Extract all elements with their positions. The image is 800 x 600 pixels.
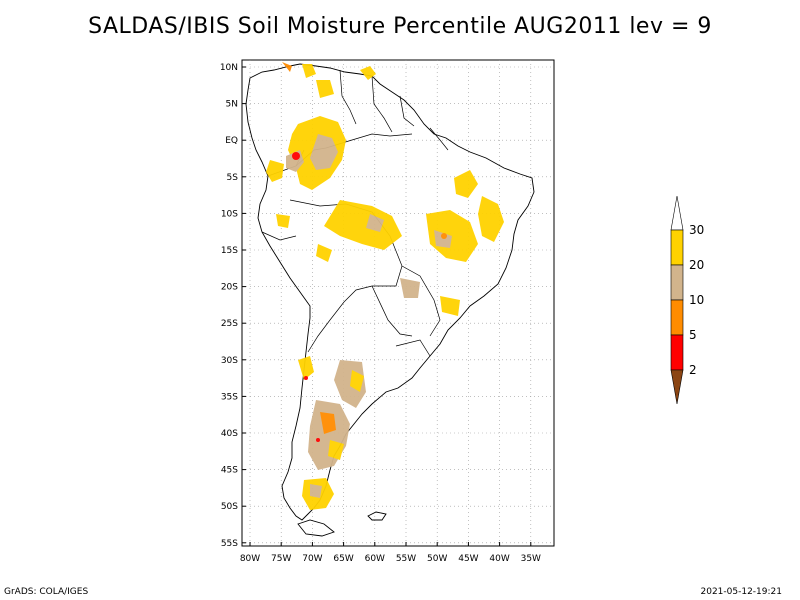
- longitude-label: 40W: [489, 554, 509, 564]
- latitude-label: 10S: [221, 209, 238, 219]
- colorbar-label-2: 2: [689, 363, 697, 377]
- latitude-label: 30S: [221, 356, 238, 366]
- colorbar-segment-2-5: [670, 334, 684, 371]
- latitude-label: 15S: [221, 246, 238, 256]
- latitude-label: 55S: [221, 539, 238, 549]
- latitude-labels: 10N 5N EQ 5S 10S 15S 20S 25S 30S 35S 40S 45S 50S 55S: [220, 63, 246, 549]
- longitude-label: 70W: [302, 554, 322, 564]
- footer-timestamp: 2021-05-12-19:21: [700, 587, 783, 597]
- latitude-label: 45S: [221, 466, 238, 476]
- colorbar-label-10: 10: [689, 293, 704, 307]
- map-title: SALDAS/IBIS Soil Moisture Percentile AUG…: [88, 14, 712, 39]
- longitude-labels: 80W 75W 70W 65W 60W 55W 50W 45W 40W 35W: [240, 542, 541, 564]
- latitude-label: 25S: [221, 319, 238, 329]
- percentile-shading: [266, 62, 504, 510]
- longitude-label: 75W: [271, 554, 291, 564]
- latitude-label: 35S: [221, 392, 238, 402]
- latitude-label: 5S: [227, 173, 239, 183]
- colorbar-label-5: 5: [689, 328, 697, 342]
- longitude-label: 45W: [458, 554, 478, 564]
- colorbar-label-20: 20: [689, 258, 704, 272]
- longitude-label: 55W: [396, 554, 416, 564]
- latitude-label: 20S: [221, 283, 238, 293]
- longitude-label: 35W: [521, 554, 541, 564]
- south-america-coastline: [245, 63, 535, 521]
- longitude-label: 50W: [427, 554, 447, 564]
- longitude-label: 60W: [365, 554, 385, 564]
- footer-credit: GrADS: COLA/IGES: [4, 587, 89, 597]
- latitude-label: 5N: [226, 100, 238, 110]
- colorbar-segment-5-10: [670, 299, 684, 336]
- latitude-label: 10N: [220, 63, 238, 73]
- tierra-del-fuego: [297, 519, 335, 537]
- falkland-islands: [367, 511, 387, 521]
- longitude-label: 80W: [240, 554, 260, 564]
- longitude-label: 65W: [333, 554, 353, 564]
- colorbar-segment-10-20: [670, 264, 684, 301]
- colorbar: 30 20 10 5 2: [670, 195, 704, 405]
- colorbar-segment-20-30: [670, 229, 684, 266]
- latitude-label: 40S: [221, 429, 238, 439]
- map-frame: [241, 59, 555, 547]
- colorbar-label-30: 30: [689, 223, 704, 237]
- latitude-label: 50S: [221, 502, 238, 512]
- colorbar-segment-below-2: [670, 369, 684, 405]
- colorbar-segment-above-30: [670, 195, 684, 231]
- latitude-label: EQ: [225, 136, 238, 146]
